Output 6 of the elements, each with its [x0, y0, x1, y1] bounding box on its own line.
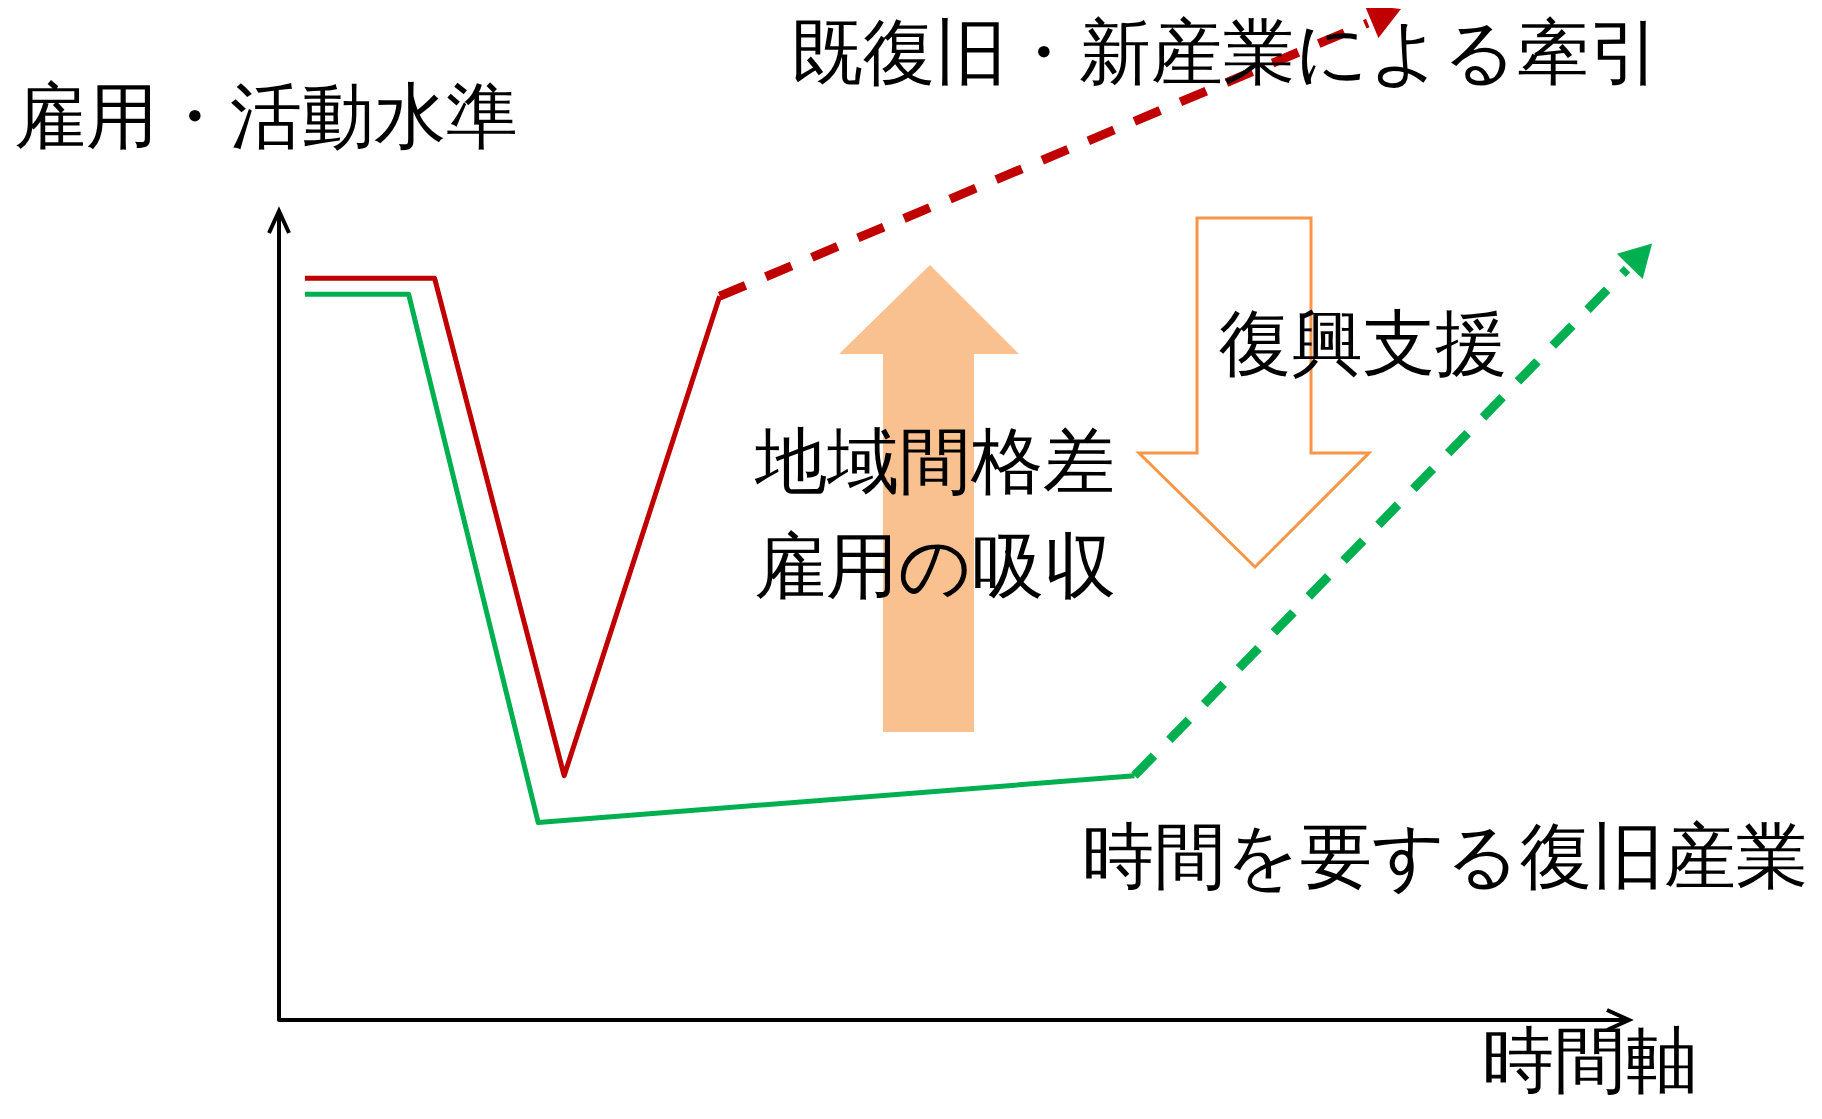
- annotation: 雇用の吸収: [754, 524, 1116, 608]
- legend-label: 既復旧・新産業による牽引: [791, 10, 1661, 94]
- series-label: 時間を要する復旧産業: [1082, 814, 1808, 898]
- y-axis-title: 雇用・活動水準: [14, 74, 518, 158]
- x-axis-title: 時間軸: [1482, 1018, 1698, 1102]
- annotation: 地域間格差: [754, 419, 1115, 503]
